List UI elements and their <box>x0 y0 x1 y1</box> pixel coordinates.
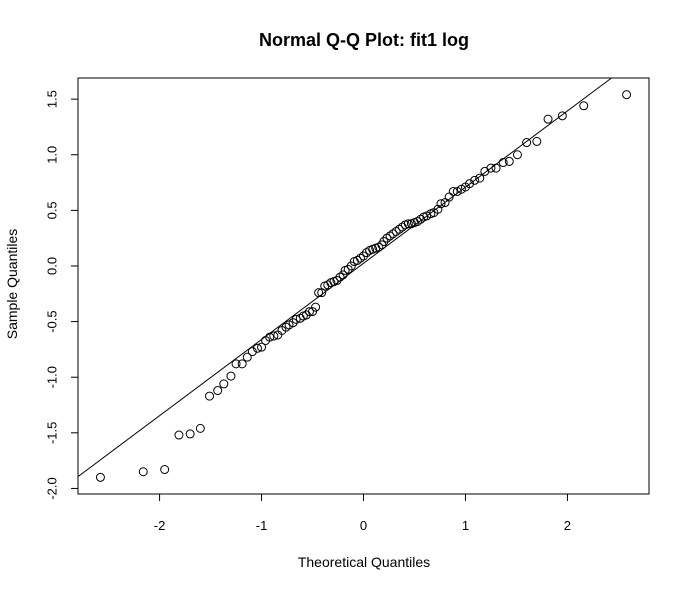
data-point <box>238 360 246 368</box>
data-point <box>220 380 228 388</box>
chart-title: Normal Q-Q Plot: fit1 log <box>259 30 469 50</box>
data-points <box>96 91 630 482</box>
data-point <box>544 115 552 123</box>
data-point <box>302 311 310 319</box>
y-tick-label: -2.0 <box>45 477 60 499</box>
y-tick-label: -1.0 <box>45 366 60 388</box>
plot-frame <box>78 78 649 494</box>
y-tick-label: -1.5 <box>45 422 60 444</box>
data-point <box>186 430 194 438</box>
data-point <box>227 372 235 380</box>
y-tick-label: 1.5 <box>45 90 60 108</box>
x-tick-label: 0 <box>360 518 367 533</box>
x-axis-label: Theoretical Quantiles <box>298 554 430 570</box>
x-tick-label: 1 <box>462 518 469 533</box>
reference-line-group <box>78 78 611 477</box>
data-point <box>513 151 521 159</box>
axes <box>78 78 649 494</box>
y-tick-label: 0.0 <box>45 257 60 275</box>
reference-line <box>78 78 611 477</box>
data-point <box>481 167 489 175</box>
y-tick-label: -0.5 <box>45 310 60 332</box>
data-point <box>505 157 513 165</box>
data-point <box>161 466 169 474</box>
data-point <box>580 102 588 110</box>
x-tick-label: -1 <box>256 518 268 533</box>
data-point <box>214 387 222 395</box>
data-point <box>196 424 204 432</box>
data-point <box>175 431 183 439</box>
data-point <box>206 392 214 400</box>
data-point <box>623 91 631 99</box>
data-point <box>139 468 147 476</box>
x-axis: -2 -1 0 1 2 <box>154 494 571 533</box>
y-tick-label: 1.0 <box>45 146 60 164</box>
data-point <box>558 112 566 120</box>
data-point <box>492 164 500 172</box>
data-point <box>533 137 541 145</box>
x-tick-label: 2 <box>564 518 571 533</box>
data-point <box>96 473 104 481</box>
y-axis-label: Sample Quantiles <box>4 229 20 340</box>
y-axis: -2.0 -1.5 -1.0 -0.5 0.0 0.5 1.0 1.5 <box>45 90 79 500</box>
x-tick-label: -2 <box>154 518 166 533</box>
data-point <box>523 139 531 147</box>
data-point <box>344 265 352 273</box>
y-tick-label: 0.5 <box>45 201 60 219</box>
